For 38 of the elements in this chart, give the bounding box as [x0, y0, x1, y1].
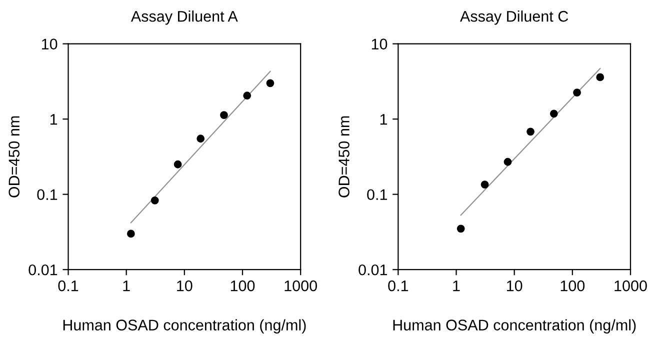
point [196, 134, 205, 143]
y-tick-label: 1 [50, 114, 58, 125]
y-axis-title: OD=450 nm [8, 116, 20, 198]
point [126, 230, 135, 238]
y-tick-label: 10 [42, 38, 58, 50]
point [174, 160, 182, 168]
chart-title: Assay Diluent C [460, 10, 568, 25]
y-tick-label: 1 [380, 114, 388, 125]
point [550, 110, 558, 118]
chart-title: Assay Diluent A [130, 10, 238, 25]
y-axis-title: OD=450 nm [338, 116, 350, 198]
x-tick-label: 1 [453, 280, 460, 292]
x-tick-label: 100 [230, 280, 255, 292]
x-tick-label: 1000 [284, 280, 317, 292]
x-tick-label: 10 [177, 280, 192, 292]
point [504, 158, 512, 166]
x-tick-label: 1 [123, 280, 130, 292]
point [150, 196, 159, 204]
x-tick-label: 0.1 [58, 280, 78, 292]
point [526, 128, 534, 136]
point [480, 180, 489, 188]
y-tick-label: 0.1 [37, 189, 58, 200]
x-axis-title: Human OSAD concentration (ng/ml) [63, 319, 306, 334]
y-tick-label: 0.01 [358, 264, 388, 276]
point [266, 79, 274, 88]
point [456, 224, 465, 233]
point [243, 92, 252, 100]
y-tick-label: 0.01 [28, 264, 58, 276]
point [220, 111, 228, 120]
x-tick-label: 10 [507, 280, 522, 292]
y-tick-label: 0.1 [367, 189, 388, 200]
point [596, 73, 604, 82]
point [573, 88, 581, 97]
x-tick-label: 0.1 [388, 280, 408, 292]
x-tick-label: 1000 [614, 280, 647, 292]
x-tick-label: 100 [560, 280, 585, 292]
x-axis-title: Human OSAD concentration (ng/ml) [393, 319, 636, 334]
y-tick-label: 10 [372, 38, 388, 50]
